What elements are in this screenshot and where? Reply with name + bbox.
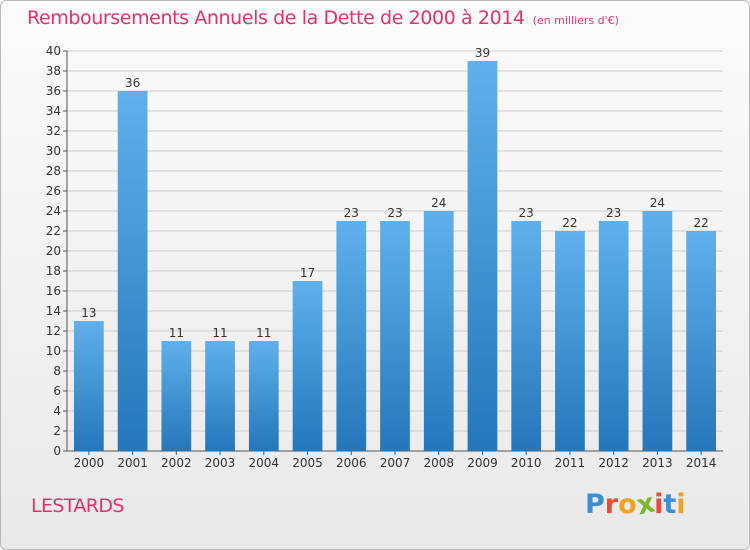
logo-letter: P: [585, 489, 605, 520]
x-tick-label-2013: 2013: [642, 456, 673, 470]
x-tick-label-2007: 2007: [380, 456, 411, 470]
y-tick-label: 26: [46, 184, 61, 198]
bar-2012: [598, 221, 629, 451]
bar-2013: [642, 211, 673, 451]
bar-2014: [686, 231, 717, 451]
x-tick-label-2011: 2011: [555, 456, 586, 470]
bar-2009: [467, 61, 498, 451]
y-tick-label: 8: [53, 364, 61, 378]
data-label-2011: 22: [562, 216, 577, 230]
x-tick-label-2009: 2009: [467, 456, 498, 470]
y-tick-label: 36: [46, 84, 61, 98]
y-tick-label: 34: [46, 104, 61, 118]
commune-name: LESTARDS: [31, 495, 124, 517]
data-labels: 13 36 11 11 11 17 23 23 24 39 23 22 23 24 22: [81, 46, 709, 340]
bar-2000: [73, 321, 104, 451]
x-tick-label-2002: 2002: [161, 456, 192, 470]
bar-2003: [205, 341, 235, 451]
y-tick-label: 6: [53, 384, 61, 398]
x-tick-label-2014: 2014: [686, 456, 717, 470]
chart-subtitle: (en milliers d'€): [532, 14, 619, 27]
y-tick-label: 18: [46, 264, 61, 278]
bar-2011: [555, 231, 585, 451]
proxiti-logo: Proxiti: [585, 488, 686, 522]
data-label-2007: 23: [387, 206, 402, 220]
y-tick-label: 0: [53, 444, 61, 458]
y-tick-label: 30: [46, 144, 61, 158]
bar-2006: [336, 221, 367, 451]
data-label-2006: 23: [344, 206, 359, 220]
bar-2007: [380, 221, 410, 451]
y-tick-label: 10: [46, 344, 61, 358]
y-tick-label: 24: [46, 204, 61, 218]
y-tick-label: 38: [46, 64, 61, 78]
x-tick-label-2012: 2012: [598, 456, 629, 470]
y-tick-label: 2: [53, 424, 61, 438]
y-tick-label: 4: [53, 404, 61, 418]
y-tick-label: 40: [46, 44, 61, 58]
data-label-2003: 11: [212, 326, 227, 340]
y-tick-label: 20: [46, 244, 61, 258]
bar-2008: [423, 211, 454, 451]
data-label-2002: 11: [169, 326, 184, 340]
x-tick-label-2005: 2005: [292, 456, 323, 470]
data-label-2005: 17: [300, 266, 315, 280]
data-label-2010: 23: [519, 206, 534, 220]
x-tick-label-2010: 2010: [511, 456, 542, 470]
x-tick-label-2000: 2000: [74, 456, 105, 470]
y-tick-label: 12: [46, 324, 61, 338]
bar-2001: [117, 91, 148, 451]
bars: [73, 61, 717, 451]
data-label-2004: 11: [256, 326, 271, 340]
data-label-2001: 36: [125, 76, 140, 90]
data-label-2008: 24: [431, 196, 446, 210]
y-tick-label: 32: [46, 124, 61, 138]
y-tick-label: 22: [46, 224, 61, 238]
y-tick-label: 14: [46, 304, 61, 318]
x-tick-label-2006: 2006: [336, 456, 367, 470]
y-tick-label: 28: [46, 164, 61, 178]
y-tick-label: 16: [46, 284, 61, 298]
axes: 0246810121416182022242628303234363840200…: [46, 44, 723, 470]
x-tick-label-2008: 2008: [423, 456, 454, 470]
data-label-2009: 39: [475, 46, 490, 60]
logo-letter: r: [604, 489, 619, 520]
logo-letter: i: [676, 489, 686, 520]
x-tick-label-2001: 2001: [117, 456, 148, 470]
data-label-2012: 23: [606, 206, 621, 220]
chart-title-text: Remboursements Annuels de la Dette de 20…: [27, 7, 525, 29]
chart-title: Remboursements Annuels de la Dette de 20…: [27, 7, 619, 29]
logo-letter: t: [663, 489, 677, 520]
bar-2004: [248, 341, 279, 451]
data-label-2013: 24: [650, 196, 665, 210]
bar-2010: [511, 221, 542, 451]
logo-letter: i: [654, 489, 664, 520]
x-tick-label-2003: 2003: [205, 456, 236, 470]
data-label-2000: 13: [81, 306, 96, 320]
bar-2002: [161, 341, 192, 451]
logo-letter: o: [618, 489, 637, 520]
x-tick-label-2004: 2004: [249, 456, 280, 470]
data-label-2014: 22: [693, 216, 708, 230]
bar-2005: [292, 281, 323, 451]
